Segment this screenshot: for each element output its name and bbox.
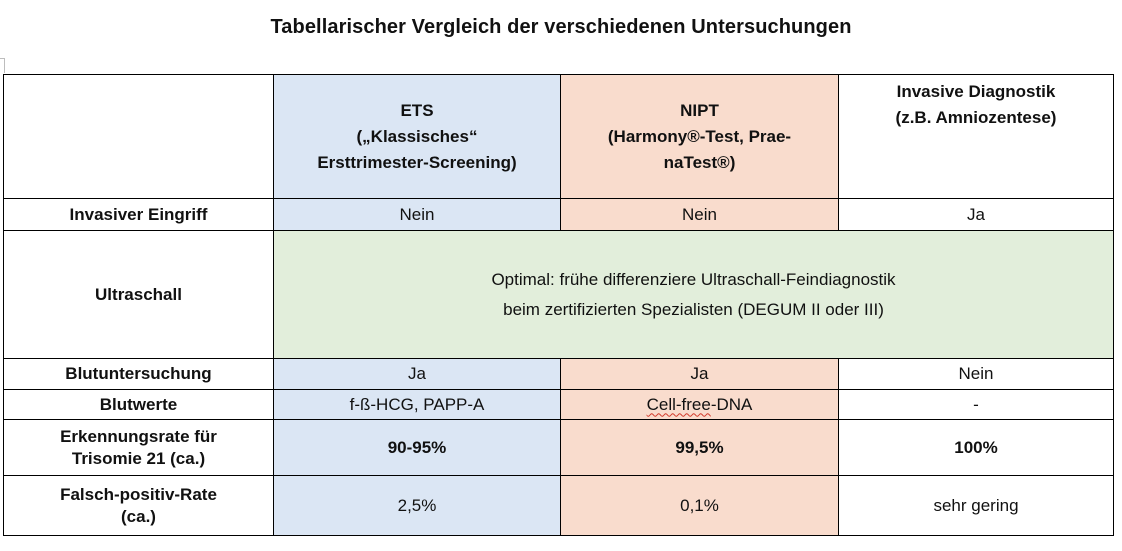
row-blutuntersuchung: Blutuntersuchung Ja Ja Nein bbox=[3, 358, 1114, 390]
header-ets-line2: („Klassisches“ bbox=[356, 126, 478, 146]
header-ets: ETS („Klassisches“ Ersttrimester-Screeni… bbox=[273, 74, 561, 199]
comparison-table: ETS („Klassisches“ Ersttrimester-Screeni… bbox=[3, 74, 1114, 536]
cell-nipt: Ja bbox=[560, 358, 839, 390]
header-row: ETS („Klassisches“ Ersttrimester-Screeni… bbox=[3, 74, 1114, 199]
cell-nipt-suffix: -DNA bbox=[710, 394, 753, 414]
header-nipt: NIPT (Harmony®-Test, Prae- naTest®) bbox=[560, 74, 839, 199]
cell-ets: 90-95% bbox=[273, 419, 561, 476]
header-nipt-title: NIPT bbox=[680, 100, 719, 120]
cell-invasive: - bbox=[838, 389, 1114, 420]
row-label: Falsch-positiv-Rate (ca.) bbox=[3, 475, 274, 536]
cell-ets: f-ß-HCG, PAPP-A bbox=[273, 389, 561, 420]
ultraschall-line1: Optimal: frühe differenziere Ultraschall… bbox=[491, 269, 896, 289]
cell-invasive: 100% bbox=[838, 419, 1114, 476]
row-label-line2: Trisomie 21 (ca.) bbox=[71, 448, 206, 468]
cell-invasive: Nein bbox=[838, 358, 1114, 390]
cell-nipt: Cell-free-DNA bbox=[560, 389, 839, 420]
page-title: Tabellarischer Vergleich der verschieden… bbox=[270, 16, 852, 38]
header-nipt-line3: naTest®) bbox=[663, 152, 736, 172]
row-label: Invasiver Eingriff bbox=[3, 198, 274, 231]
row-falsch-positiv: Falsch-positiv-Rate (ca.) 2,5% 0,1% sehr… bbox=[3, 475, 1114, 536]
cell-ets: Ja bbox=[273, 358, 561, 390]
cell-invasive: sehr gering bbox=[838, 475, 1114, 536]
row-label-line1: Falsch-positiv-Rate bbox=[60, 484, 217, 504]
row-invasiver-eingriff: Invasiver Eingriff Nein Nein Ja bbox=[3, 198, 1114, 231]
header-empty-cell bbox=[3, 74, 274, 199]
cell-invasive: Ja bbox=[838, 198, 1114, 231]
row-label: Blutwerte bbox=[3, 389, 274, 420]
cell-ets: Nein bbox=[273, 198, 561, 231]
cell-ultraschall-merged: Optimal: frühe differenziere Ultraschall… bbox=[273, 230, 1114, 359]
header-ets-title: ETS bbox=[400, 100, 434, 120]
spellcheck-word: Cell-free bbox=[646, 394, 711, 414]
row-label-line2: (ca.) bbox=[121, 506, 156, 526]
header-ets-line3: Ersttrimester-Screening) bbox=[317, 152, 517, 172]
row-label: Ultraschall bbox=[3, 230, 274, 359]
row-erkennungsrate: Erkennungsrate für Trisomie 21 (ca.) 90-… bbox=[3, 419, 1114, 476]
cell-nipt: 99,5% bbox=[560, 419, 839, 476]
header-invasive-title: Invasive Diagnostik bbox=[896, 82, 1056, 101]
header-invasive-line2: (z.B. Amniozentese) bbox=[895, 108, 1057, 127]
row-blutwerte: Blutwerte f-ß-HCG, PAPP-A Cell-free-DNA … bbox=[3, 389, 1114, 420]
cell-nipt: 0,1% bbox=[560, 475, 839, 536]
row-label: Erkennungsrate für Trisomie 21 (ca.) bbox=[3, 419, 274, 476]
row-ultraschall: Ultraschall Optimal: frühe differenziere… bbox=[3, 230, 1114, 359]
row-label-line1: Erkennungsrate für bbox=[60, 426, 217, 446]
header-nipt-line2: (Harmony®-Test, Prae- bbox=[607, 126, 792, 146]
corner-mark bbox=[0, 58, 5, 73]
cell-nipt: Nein bbox=[560, 198, 839, 231]
row-label: Blutuntersuchung bbox=[3, 358, 274, 390]
ultraschall-line2: beim zertifizierten Spezialisten (DEGUM … bbox=[503, 299, 884, 319]
cell-ets: 2,5% bbox=[273, 475, 561, 536]
header-invasive: Invasive Diagnostik (z.B. Amniozentese) bbox=[838, 74, 1114, 199]
